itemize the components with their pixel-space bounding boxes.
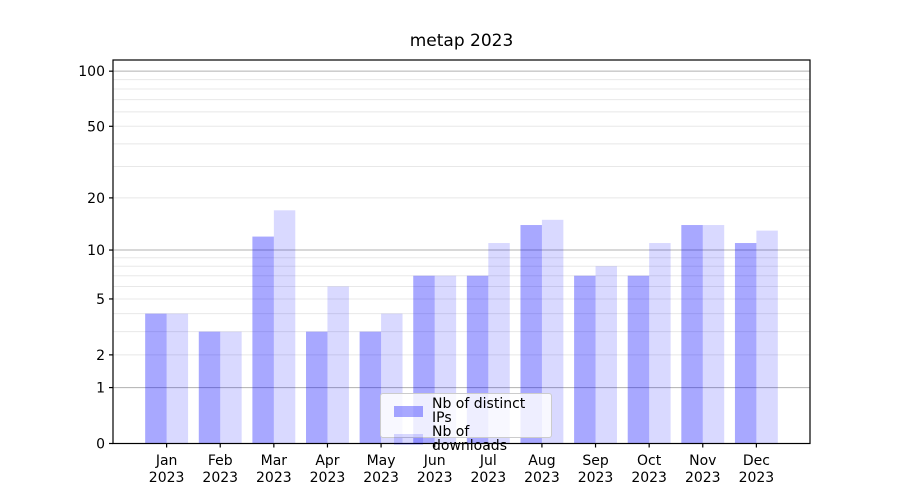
bar-sep-downloads bbox=[595, 266, 617, 444]
x-tick-label-month: Jul bbox=[479, 453, 497, 469]
x-tick-label-month: Feb bbox=[208, 453, 233, 469]
x-tick-label-month: Nov bbox=[689, 453, 716, 469]
bar-feb-distinct-ips bbox=[198, 331, 221, 444]
bar-jan-distinct-ips bbox=[145, 313, 167, 444]
bar-apr-downloads bbox=[327, 286, 349, 444]
bar-aug-distinct-ips bbox=[520, 225, 542, 444]
y-tick-label: 1 bbox=[96, 381, 105, 397]
legend-label-distinct-ips: Nb of distinct IPs bbox=[432, 396, 526, 426]
bar-aug-downloads bbox=[541, 219, 564, 444]
x-tick-label-year: 2023 bbox=[524, 470, 560, 486]
x-tick-label-year: 2023 bbox=[363, 470, 399, 486]
legend-swatch-downloads bbox=[394, 433, 423, 445]
bar-dec-distinct-ips bbox=[734, 243, 757, 444]
x-tick-label-month: May bbox=[367, 453, 396, 469]
x-tick-label-year: 2023 bbox=[685, 470, 721, 486]
x-tick-label-month: Oct bbox=[637, 453, 662, 469]
y-tick-label: 100 bbox=[78, 64, 105, 80]
bar-nov-downloads bbox=[702, 225, 725, 444]
y-tick-label: 0 bbox=[96, 437, 105, 453]
legend-row-distinct-ips: Nb of distinct IPs bbox=[394, 397, 543, 425]
legend-label-downloads: Nb of downloads bbox=[432, 424, 507, 454]
legend-row-downloads: Nb of downloads bbox=[394, 425, 543, 453]
bar-dec-downloads bbox=[756, 230, 778, 444]
x-tick-label-year: 2023 bbox=[149, 470, 185, 486]
x-tick-label-month: Apr bbox=[315, 453, 339, 469]
x-tick-label-year: 2023 bbox=[470, 470, 506, 486]
x-tick-label-month: Mar bbox=[261, 453, 288, 469]
bar-oct-downloads bbox=[649, 243, 671, 444]
x-tick-label-month: Jan bbox=[155, 453, 178, 469]
bar-feb-downloads bbox=[220, 331, 242, 444]
legend: Nb of distinct IPs Nb of downloads bbox=[380, 393, 552, 453]
bar-apr-distinct-ips bbox=[306, 331, 328, 444]
x-tick-label-year: 2023 bbox=[310, 470, 346, 486]
x-tick-label-year: 2023 bbox=[578, 470, 614, 486]
x-tick-label-month: Dec bbox=[743, 453, 770, 469]
y-tick-label: 20 bbox=[87, 191, 105, 207]
bar-may-distinct-ips bbox=[359, 331, 382, 444]
axes-frame bbox=[112, 59, 811, 445]
x-tick-label-year: 2023 bbox=[256, 470, 292, 486]
x-tick-label-year: 2023 bbox=[631, 470, 667, 486]
chart-title: metap 2023 bbox=[409, 31, 514, 51]
bar-mar-downloads bbox=[273, 210, 296, 444]
y-tick-label: 2 bbox=[96, 348, 105, 364]
x-tick-label-month: Aug bbox=[528, 453, 555, 469]
y-tick-label: 10 bbox=[87, 243, 105, 259]
bar-oct-distinct-ips bbox=[627, 275, 650, 444]
y-tick-label: 50 bbox=[87, 119, 105, 135]
x-tick-label-year: 2023 bbox=[417, 470, 453, 486]
y-tick-label: 5 bbox=[96, 292, 105, 308]
x-tick-label-month: Jun bbox=[423, 453, 446, 469]
bar-nov-distinct-ips bbox=[681, 225, 703, 444]
bar-mar-distinct-ips bbox=[252, 236, 274, 444]
x-tick-label-year: 2023 bbox=[202, 470, 238, 486]
bar-jan-downloads bbox=[166, 313, 189, 444]
x-tick-label-year: 2023 bbox=[739, 470, 775, 486]
legend-swatch-distinct-ips bbox=[394, 405, 423, 417]
bar-sep-distinct-ips bbox=[574, 275, 596, 444]
x-tick-label-month: Sep bbox=[582, 453, 609, 469]
